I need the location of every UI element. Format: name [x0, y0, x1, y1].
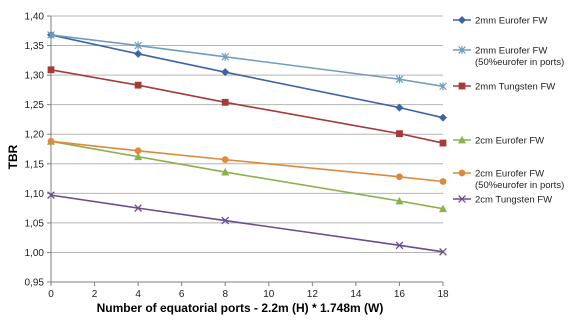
- x-tick-label: 10: [263, 289, 275, 300]
- x-tick-label: 16: [394, 289, 406, 300]
- x-axis-title: Number of equatorial ports - 2.2m (H) * …: [97, 301, 384, 315]
- y-tick-label: 0,95: [25, 278, 45, 289]
- data-point: [47, 66, 55, 74]
- axes: [47, 15, 444, 286]
- data-point: [47, 191, 55, 199]
- x-tick-label: 2: [92, 289, 98, 300]
- data-point: [396, 173, 403, 181]
- y-tick-labels: 0,95 1,00 1,05 1,10 1,15 1,20 1,25 1,30 1,35 1,40: [25, 12, 45, 289]
- series-6: [47, 191, 447, 256]
- gridlines: [51, 15, 443, 283]
- data-point: [439, 247, 447, 256]
- legend-item: 2mm Tungsten FW: [453, 82, 555, 93]
- data-point: [439, 139, 447, 147]
- legend-marker: [458, 16, 466, 24]
- data-point: [439, 113, 447, 122]
- legend-label: 2cm Tungsten FW: [475, 195, 552, 206]
- y-tick-label: 1,25: [25, 100, 45, 111]
- data-point: [395, 241, 404, 250]
- y-tick-label: 1,15: [25, 159, 45, 170]
- data-point: [221, 156, 229, 164]
- y-tick-label: 1,00: [25, 248, 45, 259]
- legend-item: 2mm Eurofer FW(50%eurofer in ports): [453, 46, 564, 68]
- legend-marker: [458, 82, 466, 90]
- series-2: [47, 30, 447, 91]
- data-point: [221, 216, 230, 225]
- data-point: [221, 68, 230, 77]
- legend-marker: [458, 195, 466, 203]
- y-tick-label: 1,05: [25, 218, 45, 229]
- x-tick-label: 14: [350, 289, 362, 300]
- x-tick-label: 0: [48, 289, 54, 300]
- legend-item: 2cm Eurofer FW(50%eurofer in ports): [453, 169, 564, 191]
- series-line: [50, 34, 444, 119]
- y-axis-title: TBR: [6, 144, 20, 169]
- series-3: [47, 66, 447, 147]
- legend-label: 2mm Eurofer FW: [475, 46, 547, 57]
- series-group: [47, 30, 447, 256]
- legend-marker: [458, 46, 466, 54]
- data-point: [439, 178, 447, 185]
- series-1: [47, 30, 447, 122]
- data-point: [395, 196, 404, 205]
- series-line: [50, 194, 444, 253]
- legend-label: 2mm Tungsten FW: [475, 82, 555, 93]
- legend-label: (50%eurofer in ports): [475, 57, 564, 68]
- data-point: [134, 204, 142, 212]
- data-point: [47, 30, 55, 39]
- legend-label: 2cm Eurofer FW: [475, 136, 544, 147]
- x-tick-label: 4: [135, 289, 141, 300]
- data-point: [134, 41, 142, 50]
- data-point: [221, 167, 230, 176]
- data-point: [134, 152, 143, 161]
- legend-item: 2cm Eurofer FW: [453, 136, 544, 147]
- data-point: [134, 147, 142, 155]
- legend-marker: [458, 135, 466, 144]
- legend-item: 2mm Eurofer FW: [453, 16, 547, 27]
- y-tick-label: 1,30: [25, 71, 45, 82]
- y-tick-label: 1,40: [25, 12, 45, 23]
- data-point: [439, 204, 447, 213]
- y-tick-label: 1,20: [25, 130, 45, 141]
- data-point: [47, 137, 55, 145]
- data-point: [134, 49, 143, 58]
- data-point: [395, 75, 404, 84]
- series-4: [47, 137, 447, 213]
- legend-label: (50%eurofer in ports): [475, 180, 564, 191]
- legend-label: 2cm Eurofer FW: [475, 169, 544, 180]
- x-tick-label: 18: [437, 289, 449, 300]
- series-line: [50, 34, 444, 88]
- x-tick-label: 6: [179, 289, 185, 300]
- y-tick-label: 1,10: [25, 189, 45, 200]
- y-tick-label: 1,35: [25, 41, 45, 52]
- legend-item: 2cm Tungsten FW: [453, 195, 552, 206]
- x-tick-label: 12: [307, 289, 319, 300]
- data-point: [134, 81, 142, 89]
- data-point: [395, 103, 404, 112]
- data-point: [439, 82, 447, 91]
- series-line: [50, 69, 444, 144]
- series-5: [47, 137, 447, 185]
- legend-label: 2mm Eurofer FW: [475, 16, 547, 27]
- legend-marker: [458, 169, 466, 177]
- data-point: [221, 52, 230, 61]
- data-point: [396, 130, 403, 138]
- data-point: [221, 98, 229, 106]
- x-tick-labels: 0 2 4 6 8 10 12 14 16 18: [48, 289, 449, 300]
- x-tick-label: 8: [222, 289, 228, 300]
